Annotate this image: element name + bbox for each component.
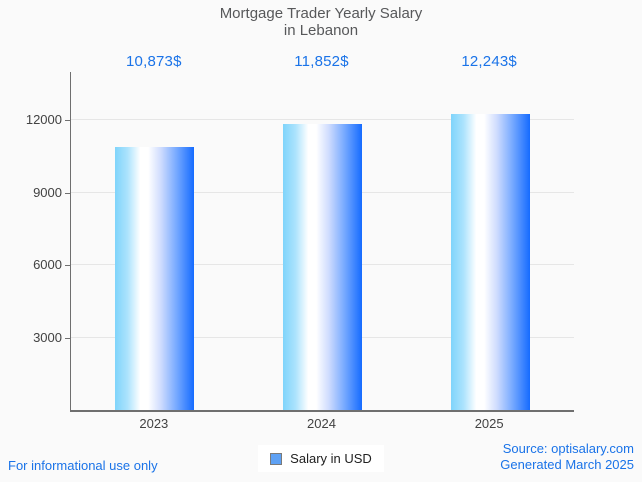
source-text: Source: optisalary.com bbox=[502, 441, 634, 456]
x-axis-label: 2023 bbox=[139, 416, 169, 431]
legend: Salary in USD bbox=[0, 445, 642, 472]
x-axis-label: 2024 bbox=[307, 416, 336, 431]
legend-label: Salary in USD bbox=[290, 451, 372, 466]
y-tick-mark bbox=[65, 192, 70, 194]
bar[interactable] bbox=[450, 114, 530, 410]
bar-value-label: 11,852$ bbox=[294, 53, 349, 70]
y-axis-tick-label: 3000 bbox=[33, 329, 62, 345]
bar[interactable] bbox=[115, 147, 195, 410]
generated-text: Generated March 2025 bbox=[500, 457, 634, 472]
plot-area bbox=[70, 72, 574, 412]
chart-title-line2: in Lebanon bbox=[283, 22, 359, 39]
legend-swatch-icon bbox=[270, 452, 283, 465]
disclaimer-text: For informational use only bbox=[8, 458, 158, 473]
chart-title: Mortgage Trader Yearly Salary in Lebanon bbox=[0, 5, 642, 39]
y-tick-mark bbox=[65, 120, 70, 121]
legend-item-salary[interactable]: Salary in USD bbox=[258, 445, 384, 472]
bar-value-label: 10,873$ bbox=[126, 53, 182, 70]
y-tick-mark bbox=[65, 337, 70, 339]
y-axis-tick-label: 6000 bbox=[33, 257, 62, 272]
y-axis-tick-label: 9000 bbox=[33, 184, 62, 200]
gridline bbox=[71, 119, 574, 120]
bar-value-label: 12,243$ bbox=[461, 53, 517, 70]
chart-title-line1: Mortgage Trader Yearly Salary bbox=[219, 5, 423, 22]
y-tick-mark bbox=[65, 265, 70, 266]
y-axis-tick-label: 12000 bbox=[25, 112, 62, 127]
source-block: Source: optisalary.com Generated March 2… bbox=[500, 441, 634, 473]
x-axis-label: 2025 bbox=[474, 416, 504, 431]
bar[interactable] bbox=[283, 123, 362, 410]
